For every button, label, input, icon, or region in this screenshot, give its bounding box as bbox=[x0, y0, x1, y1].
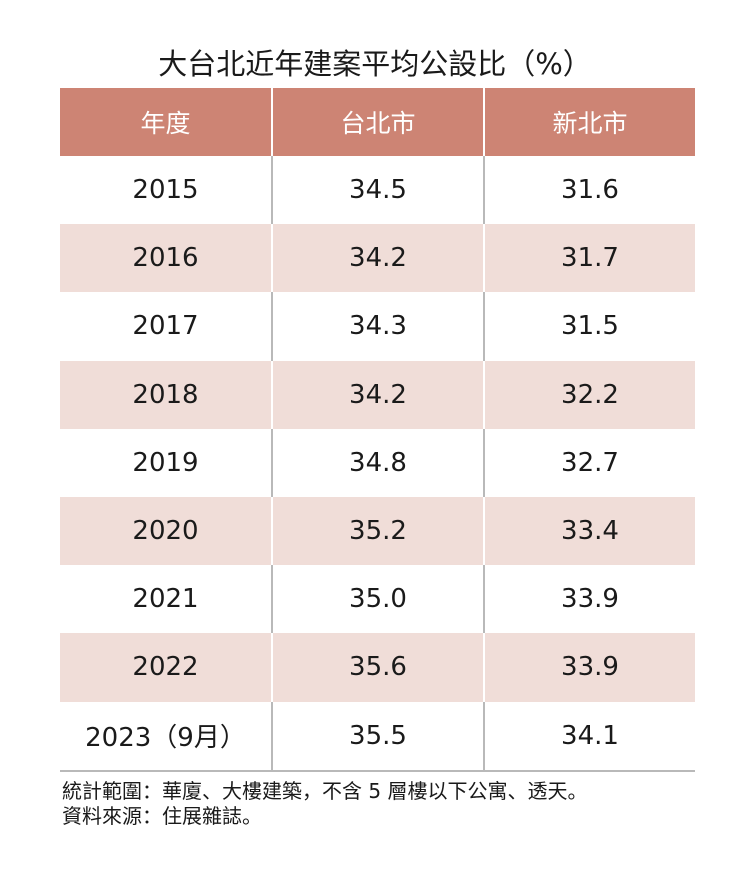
cell-new-taipei: 33.9 bbox=[561, 584, 619, 615]
table-row: 2016 34.2 31.7 bbox=[60, 224, 695, 293]
cell-taipei: 35.5 bbox=[273, 701, 485, 770]
table-row: 2017 34.3 31.5 bbox=[60, 292, 695, 361]
cell-taipei: 35.0 bbox=[273, 565, 485, 634]
cell-taipei: 34.3 bbox=[273, 292, 485, 361]
cell-new-taipei: 34.1 bbox=[561, 720, 619, 751]
cell-year: 2023（9月） bbox=[60, 701, 273, 770]
header-taipei: 台北市 bbox=[273, 88, 485, 156]
cell-new-taipei: 31.5 bbox=[561, 311, 619, 342]
cell-year: 2017 bbox=[60, 292, 273, 361]
table-header-row: 年度 台北市 新北市 bbox=[60, 88, 695, 156]
table-title: 大台北近年建案平均公設比（%） bbox=[158, 47, 592, 81]
cell-taipei: 35.2 bbox=[273, 496, 485, 566]
note-source: 資料來源：住展雜誌。 bbox=[62, 804, 262, 828]
cell-year: 2016 bbox=[60, 224, 273, 293]
footnotes: 統計範圍：華廈、大樓建築，不含 5 層樓以下公寓、透天。 資料來源：住展雜誌。 bbox=[62, 779, 587, 829]
cell-taipei: 34.8 bbox=[273, 428, 485, 497]
cell-new-taipei: 31.6 bbox=[561, 175, 619, 206]
cell-taipei: 34.2 bbox=[273, 360, 485, 429]
cell-new-taipei: 32.7 bbox=[561, 447, 619, 478]
table-row: 2019 34.8 32.7 bbox=[60, 428, 695, 497]
table-row: 2023（9月） 35.5 34.1 bbox=[60, 701, 695, 770]
cell-taipei: 34.5 bbox=[273, 156, 485, 225]
data-table: 年度 台北市 新北市 2015 34.5 31.6 2016 34.2 31.7 2017 3… bbox=[60, 88, 695, 772]
cell-year: 2018 bbox=[60, 360, 273, 429]
cell-new-taipei: 31.7 bbox=[561, 243, 619, 274]
table-row: 2022 35.6 33.9 bbox=[60, 633, 695, 702]
header-new-taipei: 新北市 bbox=[552, 109, 628, 138]
cell-year: 2020 bbox=[60, 496, 273, 566]
header-year: 年度 bbox=[60, 88, 273, 156]
cell-year: 2015 bbox=[60, 156, 273, 225]
note-scope: 統計範圍：華廈、大樓建築，不含 5 層樓以下公寓、透天。 bbox=[62, 779, 588, 803]
table-row: 2018 34.2 32.2 bbox=[60, 360, 695, 429]
table-row: 2020 35.2 33.4 bbox=[60, 496, 695, 566]
cell-taipei: 34.2 bbox=[273, 224, 485, 293]
cell-taipei: 35.6 bbox=[273, 633, 485, 702]
table-bottom-divider bbox=[60, 769, 695, 772]
cell-year: 2022 bbox=[60, 633, 273, 702]
table-row: 2021 35.0 33.9 bbox=[60, 565, 695, 634]
cell-new-taipei: 33.4 bbox=[561, 516, 619, 547]
cell-year: 2021 bbox=[60, 565, 273, 634]
cell-year: 2019 bbox=[60, 428, 273, 497]
cell-new-taipei: 33.9 bbox=[561, 652, 619, 683]
table-row: 2015 34.5 31.6 bbox=[60, 156, 695, 225]
cell-new-taipei: 32.2 bbox=[561, 379, 619, 410]
